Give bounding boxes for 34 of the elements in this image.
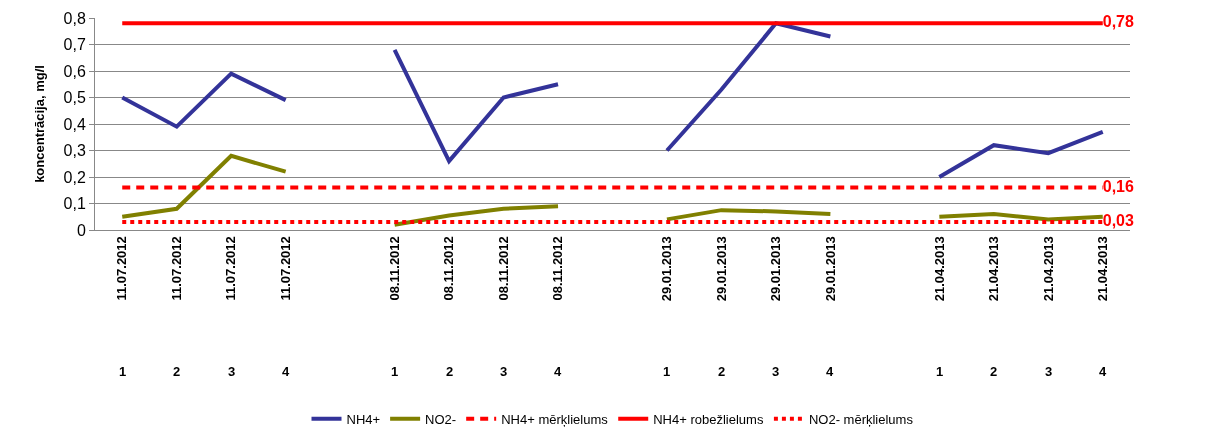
category-label: 21.04.2013 4 <box>1094 236 1110 379</box>
y-tick-label: 0 <box>76 221 86 239</box>
category-label: 08.11.2012 1 <box>386 236 402 379</box>
y-tick-label: 0,5 <box>63 89 86 107</box>
category-label: 29.01.2013 2 <box>713 236 729 379</box>
category-label: 29.01.2013 4 <box>822 236 838 379</box>
category-label: 08.11.2012 4 <box>550 236 566 379</box>
category-label: 11.07.2012 2 <box>168 236 184 379</box>
category-label: 21.04.2013 1 <box>931 236 947 379</box>
category-label: 11.07.2012 1 <box>114 236 130 379</box>
y-tick-label: 0,8 <box>63 9 86 27</box>
category-label: 21.04.2013 2 <box>986 236 1002 379</box>
y-axis-title: koncentrācija, mg/l <box>32 65 48 183</box>
legend-label: NO2- <box>425 411 457 427</box>
category-label: 29.01.2013 3 <box>768 236 784 379</box>
data-label: 0,78 <box>1102 13 1134 31</box>
category-label: 11.07.2012 3 <box>223 236 239 379</box>
legend-label: NH4+ mērķlielums <box>501 411 609 427</box>
category-label: 11.07.2012 4 <box>277 236 293 379</box>
y-tick-label: 0,7 <box>63 36 86 54</box>
y-tick-label: 0,3 <box>63 142 86 160</box>
category-label: 29.01.2013 1 <box>659 236 675 379</box>
y-tick-label: 0,4 <box>63 115 86 133</box>
category-label: 21.04.2013 3 <box>1040 236 1056 379</box>
data-label: 0,03 <box>1102 212 1134 230</box>
category-label: 08.11.2012 3 <box>495 236 511 379</box>
y-tick-label: 0,2 <box>63 168 86 186</box>
legend-label: NO2- mērķlielums <box>808 411 914 427</box>
y-tick-label: 0,1 <box>63 195 86 213</box>
data-label: 0,16 <box>1102 177 1134 195</box>
category-label: 08.11.2012 2 <box>441 236 457 379</box>
legend-label: NH4+ <box>346 411 381 427</box>
legend-label: NH4+ robežlielums <box>653 411 764 427</box>
y-tick-label: 0,6 <box>63 62 86 80</box>
